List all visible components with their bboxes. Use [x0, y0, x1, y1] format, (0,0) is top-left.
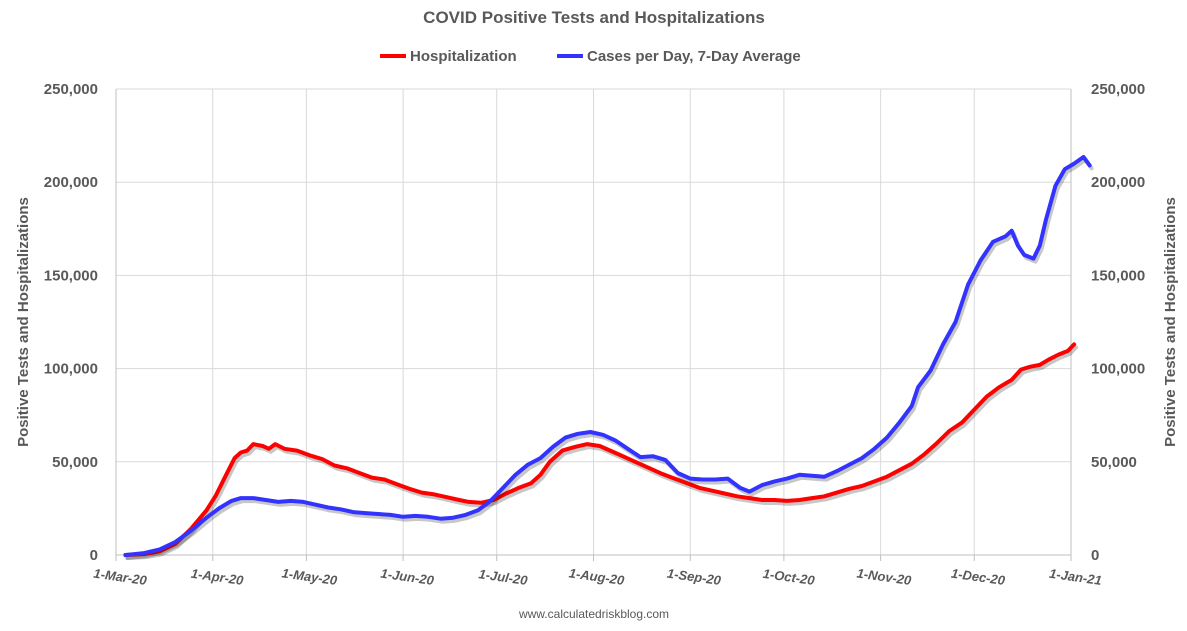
x-tick-label: 1-Nov-20 — [856, 565, 913, 588]
legend-label-hospitalization: Hospitalization — [410, 48, 517, 65]
chart-title: COVID Positive Tests and Hospitalization… — [423, 8, 765, 27]
x-tick-label: 1-Jul-20 — [478, 566, 530, 588]
y-axis-title-right: Positive Tests and Hospitalizations — [1162, 197, 1179, 447]
x-tick-label: 1-Mar-20 — [93, 566, 149, 588]
y-tick-label-right: 250,000 — [1091, 81, 1145, 98]
y-tick-label-left: 200,000 — [44, 174, 98, 191]
legend: Hospitalization Cases per Day, 7-Day Ave… — [380, 48, 801, 65]
series-shadow-hospitalization — [125, 345, 1079, 560]
y-tick-label-right: 200,000 — [1091, 174, 1145, 191]
y-tick-label-left: 50,000 — [52, 454, 98, 471]
x-tick-label: 1-Sep-20 — [666, 566, 723, 589]
tick-labels: 0 0 50,000 50,000 100,000 100,000 150,000 150,0… — [44, 81, 1145, 588]
y-tick-label-left: 250,000 — [44, 81, 98, 98]
y-tick-label-left: 100,000 — [44, 361, 98, 378]
legend-label-cases: Cases per Day, 7-Day Average — [587, 48, 801, 65]
y-tick-label-left: 150,000 — [44, 267, 98, 284]
series — [123, 155, 1094, 560]
y-tick-label-right: 50,000 — [1091, 454, 1137, 471]
x-tick-label: 1-May-20 — [281, 565, 339, 588]
grid — [116, 88, 1072, 555]
y-axis-title-left: Positive Tests and Hospitalizations — [15, 197, 32, 447]
y-tick-label-right: 0 — [1091, 547, 1099, 564]
y-tick-label-right: 150,000 — [1091, 267, 1145, 284]
series-line-cases-per-day-7-day-average — [123, 155, 1092, 557]
y-tick-label-left: 0 — [90, 547, 98, 564]
x-tick-label: 1-Jun-20 — [380, 566, 436, 588]
x-tick-label: 1-Jan-21 — [1048, 566, 1102, 588]
source-credit: www.calculatedriskblog.com — [518, 607, 669, 621]
x-tick-label: 1-Apr-20 — [190, 566, 245, 588]
x-tick-label: 1-Dec-20 — [950, 566, 1007, 589]
y-tick-label-right: 100,000 — [1091, 361, 1145, 378]
series-shadow-cases-per-day-7-day-average — [125, 158, 1094, 560]
series-line-hospitalization — [123, 342, 1077, 557]
x-tick-label: 1-Oct-20 — [762, 566, 816, 588]
x-tick-label: 1-Aug-20 — [568, 565, 626, 588]
